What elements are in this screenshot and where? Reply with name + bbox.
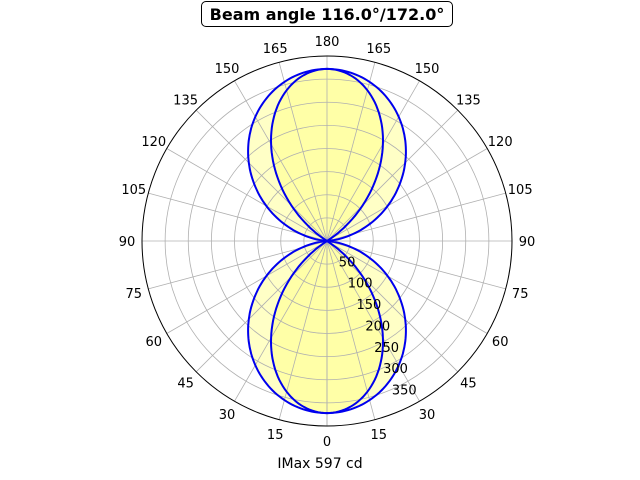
grid-spoke xyxy=(195,240,328,373)
radial-tick-label: 100 xyxy=(348,277,373,292)
grid-spoke xyxy=(326,240,420,402)
grid-spoke xyxy=(326,240,459,373)
radial-tick-label: 350 xyxy=(392,384,417,399)
curve-line-plane-wide xyxy=(247,67,407,415)
angle-tick-label: 45 xyxy=(177,376,194,391)
angle-tick-label: 30 xyxy=(219,408,236,423)
grid-spoke xyxy=(326,240,376,420)
angle-tick-label: 180 xyxy=(315,35,340,50)
grid-spoke xyxy=(326,109,459,242)
grid-spoke xyxy=(278,62,328,242)
angle-tick-label: 165 xyxy=(263,42,288,57)
angle-tick-label: 150 xyxy=(215,62,240,77)
angle-tick-label: 60 xyxy=(492,335,509,350)
grid-spoke xyxy=(166,240,328,334)
radial-tick-label: 150 xyxy=(357,298,382,313)
radial-tick-label: 50 xyxy=(339,255,356,270)
radial-tick-label: 300 xyxy=(383,362,408,377)
radial-tick-label: 250 xyxy=(374,341,399,356)
angle-tick-label: 90 xyxy=(119,235,136,250)
grid-spoke xyxy=(195,109,328,242)
angle-tick-label: 75 xyxy=(126,287,143,302)
x-axis-label: IMax 597 cd xyxy=(277,456,363,472)
angle-tick-label: 75 xyxy=(512,287,529,302)
intensity-curves xyxy=(247,67,407,415)
angle-tick-label: 90 xyxy=(519,235,536,250)
angle-tick-label: 120 xyxy=(488,135,513,150)
angle-tick-label: 135 xyxy=(456,94,481,109)
tick-labels: 0 15 30 45 60 75 90 105 120 135 150 165 180 15 30 45 60 7… xyxy=(119,35,536,450)
grid-spoke xyxy=(326,62,376,242)
grid-spoke xyxy=(326,80,420,242)
grid-spoke xyxy=(166,148,328,242)
radial-tick-label: 200 xyxy=(365,320,390,335)
angle-tick-label: 165 xyxy=(366,42,391,57)
angle-tick-label: 15 xyxy=(371,428,388,443)
angle-tick-label: 105 xyxy=(508,183,533,198)
grid-spoke xyxy=(326,240,488,334)
grid-spoke xyxy=(234,240,328,402)
angle-tick-label: 120 xyxy=(141,135,166,150)
angle-tick-label: 0 xyxy=(323,435,331,450)
angle-tick-label: 30 xyxy=(419,408,436,423)
chart-title: Beam angle 116.0°/172.0° xyxy=(201,1,453,27)
angle-tick-label: 45 xyxy=(460,376,477,391)
angle-tick-label: 60 xyxy=(146,335,163,350)
angle-tick-label: 150 xyxy=(415,62,440,77)
angle-tick-label: 105 xyxy=(121,183,146,198)
angle-tick-label: 15 xyxy=(267,428,284,443)
angle-tick-label: 135 xyxy=(173,94,198,109)
grid-spoke xyxy=(234,80,328,242)
grid-spoke xyxy=(326,148,488,242)
grid-spoke xyxy=(278,240,328,420)
polar-frame xyxy=(141,55,513,427)
